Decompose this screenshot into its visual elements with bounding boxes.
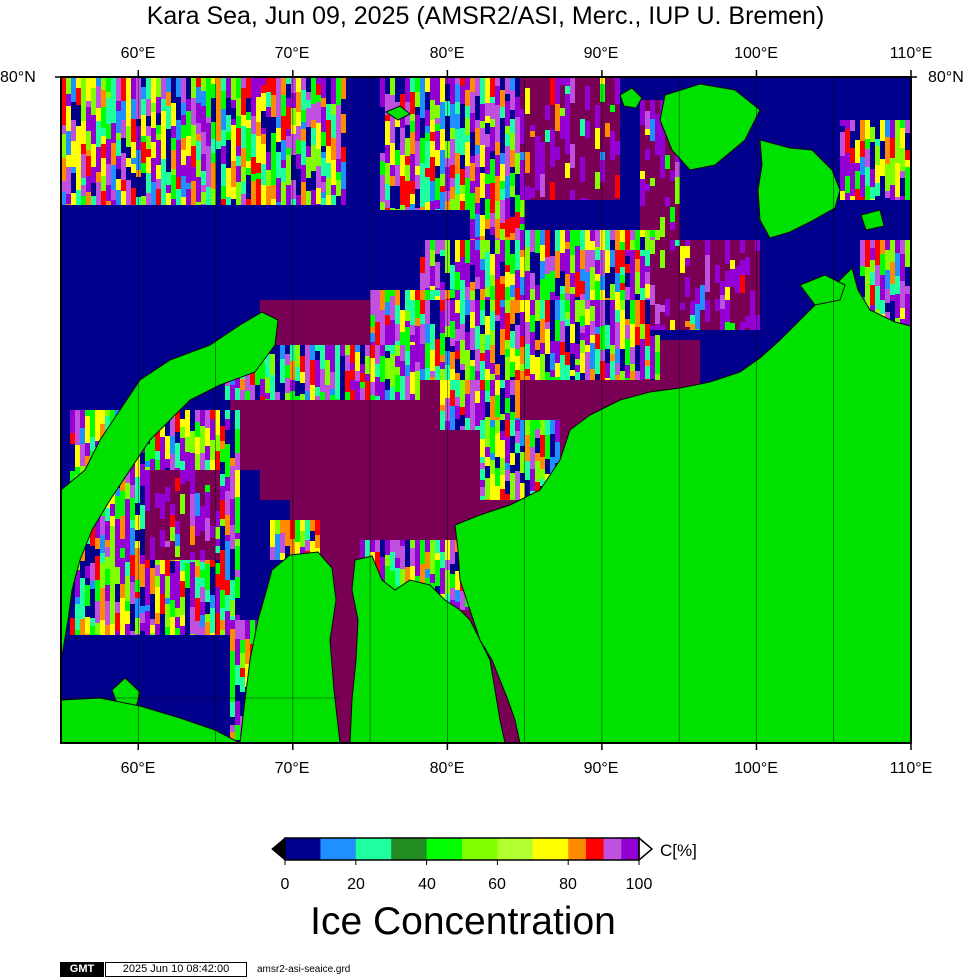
map-frame xyxy=(60,76,912,744)
timestamp-box: 2025 Jun 10 08:42:00 xyxy=(105,962,247,977)
landmasses xyxy=(61,83,911,743)
colorbar-tick-80: 80 xyxy=(559,876,577,893)
colorbar-max-triangle xyxy=(638,836,654,862)
colorbar-tick-40: 40 xyxy=(418,876,436,893)
top-lon-tick-60: 60°E xyxy=(120,45,156,62)
colorbar-unit: C[%] xyxy=(660,841,697,860)
bottom-lon-tick-90: 90°E xyxy=(583,760,619,777)
colorbar-bin-10 xyxy=(603,838,622,860)
top-lon-tick-90: 90°E xyxy=(583,45,619,62)
ice-region-16 xyxy=(270,520,320,560)
colorbar-bin-4 xyxy=(426,838,463,860)
yugorsky-peninsula-landmass xyxy=(61,697,241,743)
top-lon-tick-80: 80°E xyxy=(429,45,465,62)
ice-region-13 xyxy=(145,470,220,560)
lat-label-right: 80°N xyxy=(928,69,964,86)
gydan-peninsula-landmass xyxy=(349,555,506,743)
colorbar-outline xyxy=(284,837,640,861)
colorbar-tick-100: 100 xyxy=(625,876,653,893)
colorbar-tick-marks xyxy=(284,860,640,865)
top-lon-tick-110: 110°E xyxy=(889,45,933,62)
colorbar-bin-6 xyxy=(497,838,534,860)
frame-tick-marks xyxy=(55,70,917,750)
colorbar-bin-9 xyxy=(585,838,605,860)
colorbar-tick-0: 0 xyxy=(280,876,290,893)
yamal-peninsula-landmass xyxy=(239,551,341,743)
island-east-1 xyxy=(860,209,885,231)
colorbar-bin-3 xyxy=(391,838,428,860)
ice-region-3 xyxy=(520,78,620,200)
colorbar-bin-11 xyxy=(621,838,640,860)
komsomolets-island-landmass xyxy=(659,83,761,171)
graticule xyxy=(61,77,835,743)
island-north-2 xyxy=(384,105,411,121)
colorbar-bin-7 xyxy=(532,838,569,860)
colorbar-bins xyxy=(285,838,640,860)
severnaya-zemlya-landmass xyxy=(757,139,841,239)
lat-label-left: 80°N xyxy=(0,69,36,86)
ice-region-5 xyxy=(840,120,911,200)
bottom-lon-tick-70: 70°E xyxy=(274,760,310,777)
bottom-lon-tick-60: 60°E xyxy=(120,760,156,777)
novaya-zemlya-landmass xyxy=(61,311,279,661)
colorbar-bin-8 xyxy=(568,838,587,860)
colorbar-tick-60: 60 xyxy=(488,876,506,893)
gmt-logo: GMT xyxy=(60,962,104,977)
bottom-lon-tick-80: 80°E xyxy=(429,760,465,777)
ice-region-0 xyxy=(61,78,346,205)
colorbar-bin-2 xyxy=(355,838,392,860)
colorbar-min-triangle xyxy=(271,836,286,862)
colorbar-bin-1 xyxy=(320,838,357,860)
ice-region-10 xyxy=(410,300,660,380)
ice-region-14 xyxy=(440,380,520,430)
colorbar-tick-20: 20 xyxy=(347,876,365,893)
colorbar-title: Ice Concentration xyxy=(310,900,616,943)
taymyr-mainland-landmass xyxy=(454,267,911,743)
island-north-1 xyxy=(619,87,643,109)
bottom-lon-tick-100: 100°E xyxy=(734,760,778,777)
grid-file-label: amsr2-asi-seaice.grd xyxy=(257,964,351,975)
colorbar-bin-5 xyxy=(462,838,498,860)
bottom-lon-tick-110: 110°E xyxy=(889,760,933,777)
top-lon-tick-100: 100°E xyxy=(734,45,778,62)
map-title: Kara Sea, Jun 09, 2025 (AMSR2/ASI, Merc.… xyxy=(146,2,825,30)
ice-region-18 xyxy=(650,240,760,330)
colorbar-bin-0 xyxy=(285,838,321,860)
top-lon-tick-70: 70°E xyxy=(274,45,310,62)
